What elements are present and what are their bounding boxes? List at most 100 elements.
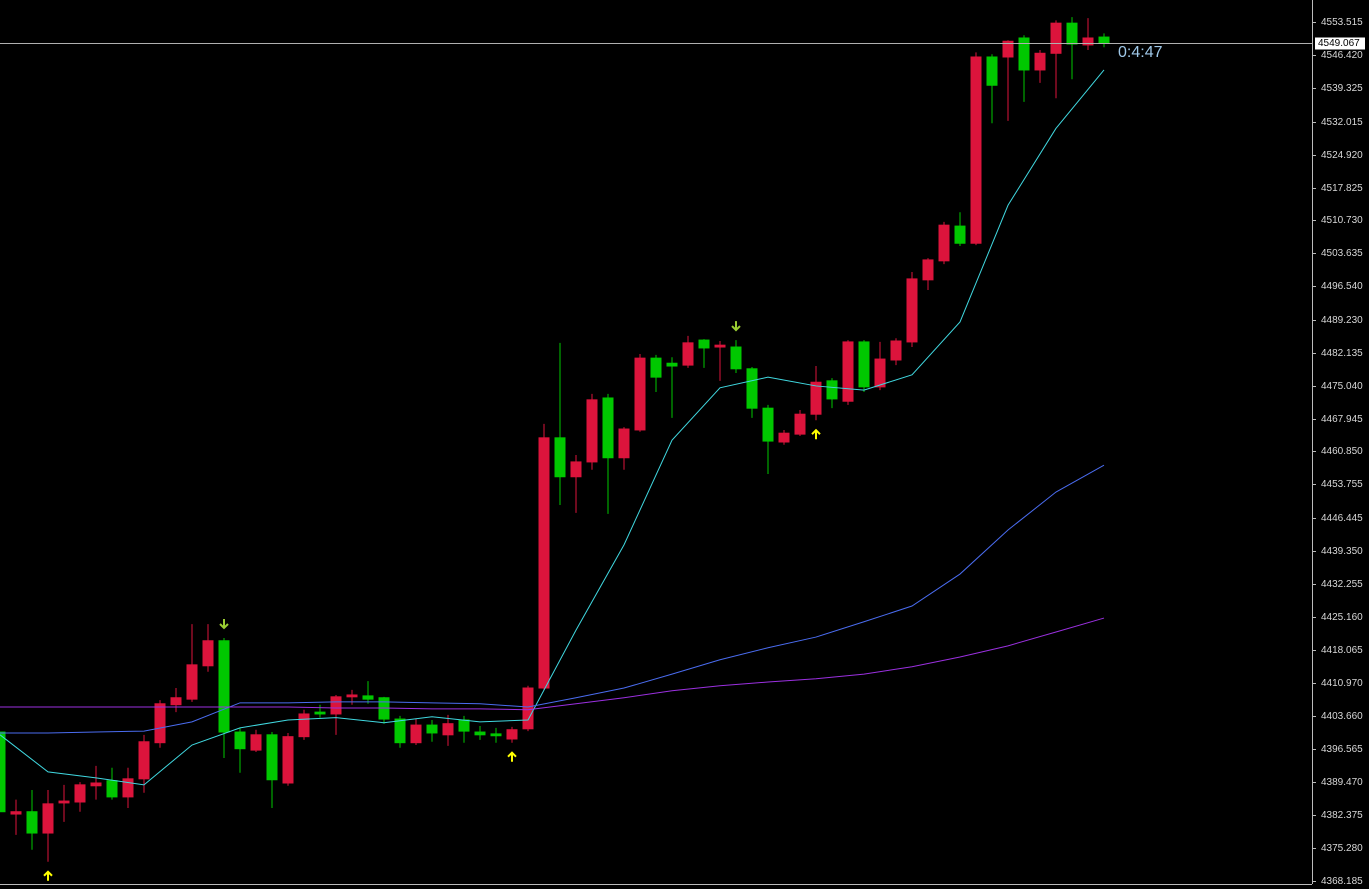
y-tick-label: 4389.470 [1321, 777, 1363, 788]
candle-body [394, 718, 406, 744]
moving-average [0, 69, 1105, 786]
moving-average [0, 617, 1105, 711]
y-tick-label: 4546.420 [1321, 50, 1363, 61]
candle-body [122, 778, 134, 798]
down-arrow [219, 618, 229, 630]
y-tick-label: 4482.135 [1321, 348, 1363, 359]
price-box [1315, 37, 1365, 50]
candle-body [778, 432, 790, 443]
candle-body [474, 731, 486, 736]
candle-body [58, 800, 70, 804]
candle-body [426, 724, 438, 734]
down-arrow [731, 321, 741, 332]
y-tick-label: 4396.565 [1321, 744, 1363, 755]
candle-body [826, 380, 838, 400]
candle-body [794, 413, 806, 435]
y-tick-label: 4446.445 [1321, 513, 1363, 524]
candle-body [938, 224, 950, 262]
y-tick-label: 4539.325 [1321, 83, 1363, 94]
candle-body [890, 340, 902, 361]
candle-body [810, 381, 822, 415]
candle-body [922, 259, 934, 281]
candle-body [298, 713, 310, 738]
price-label: 4549.067 [1318, 38, 1360, 49]
candle-body [954, 225, 966, 244]
candle-body [522, 687, 534, 730]
candle-body [218, 640, 230, 733]
candle-body [714, 344, 726, 348]
candle-body [154, 703, 166, 744]
candle-body [682, 342, 694, 366]
candle-body [762, 407, 774, 442]
candle-body [458, 719, 470, 732]
y-tick-label: 4489.230 [1321, 315, 1363, 326]
candle-body [282, 736, 294, 784]
y-tick-label: 4410.970 [1321, 678, 1363, 689]
candle-body [10, 811, 22, 815]
candle-body [906, 278, 918, 343]
y-tick-label: 4403.660 [1321, 711, 1363, 722]
y-tick-label: 4453.755 [1321, 479, 1363, 490]
candle-body [730, 346, 742, 370]
candle-body [202, 640, 214, 667]
candle-body [442, 723, 454, 736]
y-tick-label: 4375.280 [1321, 843, 1363, 854]
candle-body [330, 696, 342, 715]
y-tick-label: 4553.515 [1321, 17, 1363, 28]
candle-body [74, 784, 86, 803]
y-tick-label: 4532.015 [1321, 117, 1363, 128]
y-tick-label: 4382.375 [1321, 810, 1363, 821]
y-tick-label: 4425.160 [1321, 612, 1363, 623]
y-tick-label: 4467.945 [1321, 414, 1363, 425]
candle-body [106, 780, 118, 798]
candle-body [666, 362, 678, 367]
y-tick-label: 4503.635 [1321, 248, 1363, 259]
candle-body [1050, 22, 1062, 54]
candle-body [634, 357, 646, 431]
candle-body [490, 733, 502, 737]
candle-body [26, 811, 38, 834]
candle-body [586, 399, 598, 463]
candle-body [842, 341, 854, 402]
candle-body [234, 731, 246, 750]
candle-body [1098, 36, 1110, 44]
candle-body [1002, 40, 1014, 58]
candle-body [186, 664, 198, 700]
y-tick-label: 4432.255 [1321, 579, 1363, 590]
candle-body [650, 357, 662, 378]
candle-body [346, 694, 358, 698]
up-arrow [811, 428, 821, 440]
y-tick-label: 4418.065 [1321, 645, 1363, 656]
candle-body [314, 711, 326, 715]
candle-body [554, 437, 566, 478]
bar-timer: 0:4:47 [1118, 44, 1163, 61]
candle-body [138, 741, 150, 780]
candle-body [362, 695, 374, 700]
candle-body [1018, 37, 1030, 71]
candle-body [618, 428, 630, 459]
y-tick-label: 4524.920 [1321, 150, 1363, 161]
y-tick-label: 4460.850 [1321, 446, 1363, 457]
candle-body [970, 56, 982, 244]
candle-body [90, 782, 102, 787]
candle-body [874, 358, 886, 388]
candle-body [858, 341, 870, 388]
up-arrow [43, 870, 53, 881]
y-tick-label: 4475.040 [1321, 381, 1363, 392]
y-tick-label: 4517.825 [1321, 183, 1363, 194]
candle-body [266, 734, 278, 781]
candle-body [746, 368, 758, 409]
candle-body [42, 803, 54, 834]
candle-body [170, 697, 182, 706]
y-tick-label: 4368.185 [1321, 876, 1363, 887]
y-tick-label: 4510.730 [1321, 215, 1363, 226]
moving-average [0, 464, 1105, 734]
candle-body [698, 339, 710, 349]
candle-body [506, 729, 518, 740]
candle-body [0, 731, 6, 813]
candle-body [1066, 22, 1078, 45]
up-arrow [507, 751, 517, 762]
candle-body [410, 724, 422, 744]
